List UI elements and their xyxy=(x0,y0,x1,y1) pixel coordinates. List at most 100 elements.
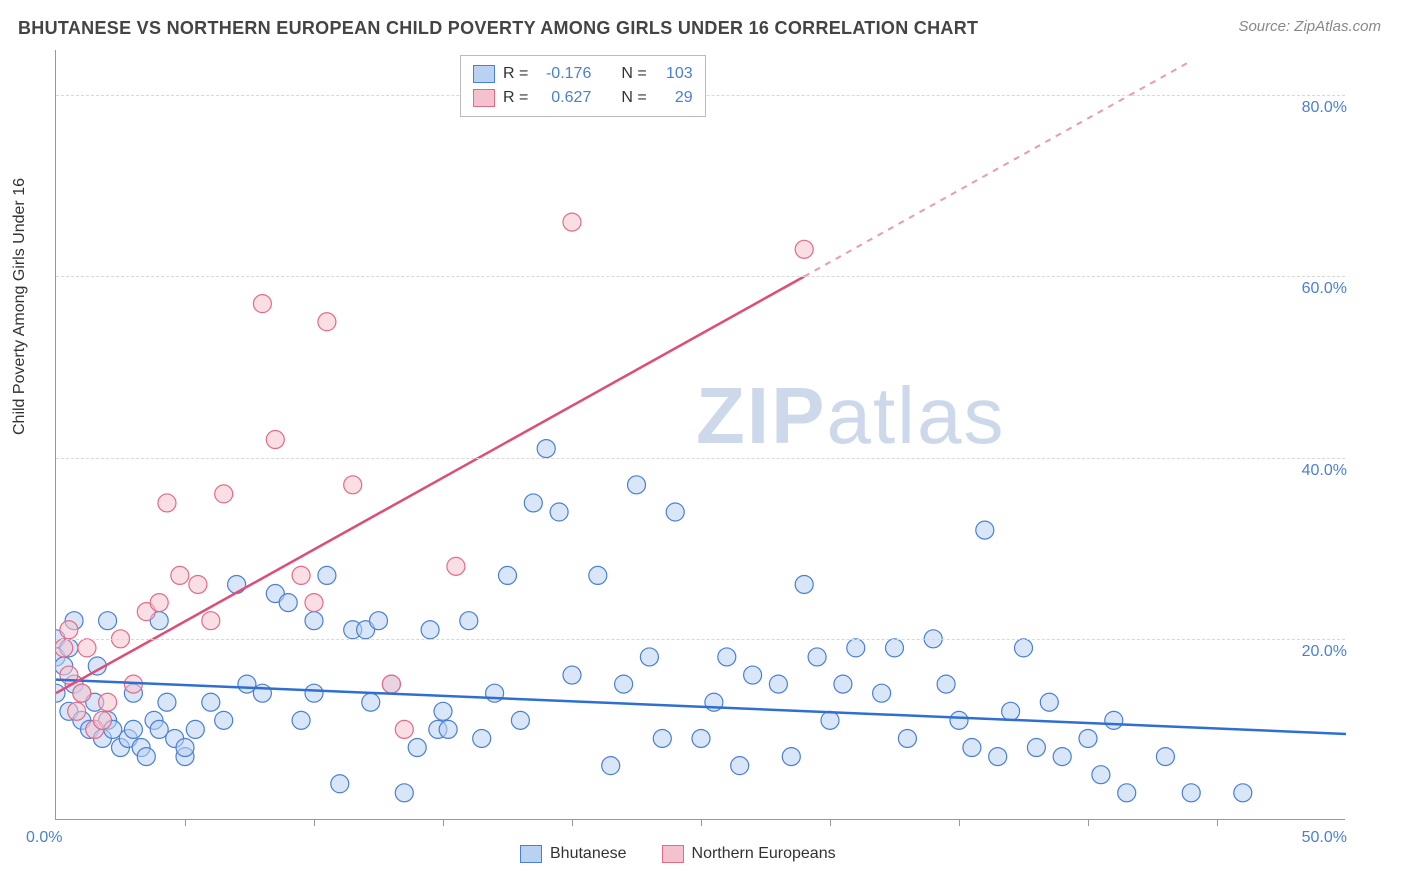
data-point xyxy=(439,720,457,738)
data-point xyxy=(228,575,246,593)
data-point xyxy=(718,648,736,666)
data-point xyxy=(1118,784,1136,802)
data-point xyxy=(795,575,813,593)
data-point xyxy=(150,594,168,612)
data-point xyxy=(937,675,955,693)
series-legend-item: Northern Europeans xyxy=(662,845,836,863)
data-point xyxy=(589,566,607,584)
data-point xyxy=(692,729,710,747)
data-point xyxy=(666,503,684,521)
data-point xyxy=(305,594,323,612)
data-point xyxy=(305,684,323,702)
chart-title: BHUTANESE VS NORTHERN EUROPEAN CHILD POV… xyxy=(18,18,978,39)
data-point xyxy=(166,729,184,747)
data-point xyxy=(563,213,581,231)
data-point xyxy=(279,594,297,612)
data-point xyxy=(434,702,452,720)
data-point xyxy=(1092,766,1110,784)
data-point xyxy=(615,675,633,693)
x-tick-label-min: 0.0% xyxy=(26,829,62,847)
x-tick xyxy=(572,819,573,826)
data-point xyxy=(88,657,106,675)
data-point xyxy=(150,720,168,738)
data-point xyxy=(73,711,91,729)
data-point xyxy=(318,313,336,331)
data-point xyxy=(112,739,130,757)
data-point xyxy=(81,720,99,738)
x-tick xyxy=(701,819,702,826)
x-tick xyxy=(1217,819,1218,826)
data-point xyxy=(176,748,194,766)
data-point xyxy=(537,440,555,458)
data-point xyxy=(460,612,478,630)
data-point xyxy=(238,675,256,693)
trend-line xyxy=(56,276,804,693)
data-point xyxy=(362,693,380,711)
data-point xyxy=(124,720,142,738)
legend-row: R =0.627N =29 xyxy=(473,86,693,110)
data-point xyxy=(60,666,78,684)
data-point xyxy=(60,702,78,720)
data-point xyxy=(137,748,155,766)
data-point xyxy=(253,295,271,313)
data-point xyxy=(873,684,891,702)
legend-n-label: N = xyxy=(621,89,646,107)
data-point xyxy=(524,494,542,512)
data-point xyxy=(60,639,78,657)
gridline xyxy=(56,276,1345,277)
data-point xyxy=(132,739,150,757)
data-point xyxy=(486,684,504,702)
data-point xyxy=(202,612,220,630)
legend-swatch xyxy=(473,65,495,83)
x-tick xyxy=(443,819,444,826)
data-point xyxy=(602,757,620,775)
data-point xyxy=(202,693,220,711)
legend-r-value: -0.176 xyxy=(536,65,591,83)
data-point xyxy=(158,693,176,711)
data-point xyxy=(124,684,142,702)
data-point xyxy=(124,675,142,693)
data-point xyxy=(731,757,749,775)
data-point xyxy=(56,639,73,657)
data-point xyxy=(186,720,204,738)
series-legend-label: Northern Europeans xyxy=(692,845,836,863)
data-point xyxy=(499,566,517,584)
legend-row: R =-0.176N =103 xyxy=(473,62,693,86)
data-point xyxy=(86,720,104,738)
data-point xyxy=(395,720,413,738)
data-point xyxy=(1015,639,1033,657)
data-point xyxy=(65,675,83,693)
legend-r-label: R = xyxy=(503,65,528,83)
trend-line-extrapolated xyxy=(804,61,1191,277)
data-point xyxy=(640,648,658,666)
data-point xyxy=(176,739,194,757)
data-point xyxy=(68,702,86,720)
data-point xyxy=(60,621,78,639)
data-point xyxy=(429,720,447,738)
data-point xyxy=(628,476,646,494)
data-point xyxy=(99,711,117,729)
data-point xyxy=(382,675,400,693)
data-point xyxy=(292,711,310,729)
data-point xyxy=(56,657,73,675)
data-point xyxy=(653,729,671,747)
data-point xyxy=(550,503,568,521)
data-point xyxy=(1182,784,1200,802)
data-point xyxy=(1040,693,1058,711)
data-point xyxy=(99,612,117,630)
y-tick-label: 40.0% xyxy=(1302,462,1347,480)
data-point xyxy=(421,621,439,639)
data-point xyxy=(93,729,111,747)
chart-svg xyxy=(56,50,1346,820)
data-point xyxy=(989,748,1007,766)
data-point xyxy=(189,575,207,593)
data-point xyxy=(318,566,336,584)
data-point xyxy=(808,648,826,666)
legend-r-value: 0.627 xyxy=(536,89,591,107)
data-point xyxy=(976,521,994,539)
data-point xyxy=(99,693,117,711)
watermark: ZIPatlas xyxy=(696,370,1005,462)
data-point xyxy=(78,639,96,657)
watermark-bold: ZIP xyxy=(696,371,826,460)
y-tick-label: 60.0% xyxy=(1302,280,1347,298)
